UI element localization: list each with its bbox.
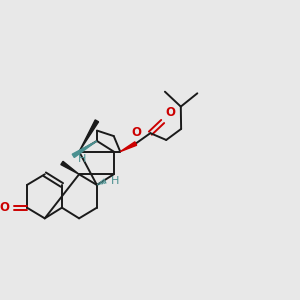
Text: O: O [132,126,142,139]
Text: O: O [0,201,10,214]
Polygon shape [61,161,79,174]
Text: H: H [78,154,86,164]
Polygon shape [120,142,137,152]
Polygon shape [79,120,99,152]
Text: O: O [166,106,176,118]
Polygon shape [72,141,97,158]
Text: H: H [110,176,119,186]
